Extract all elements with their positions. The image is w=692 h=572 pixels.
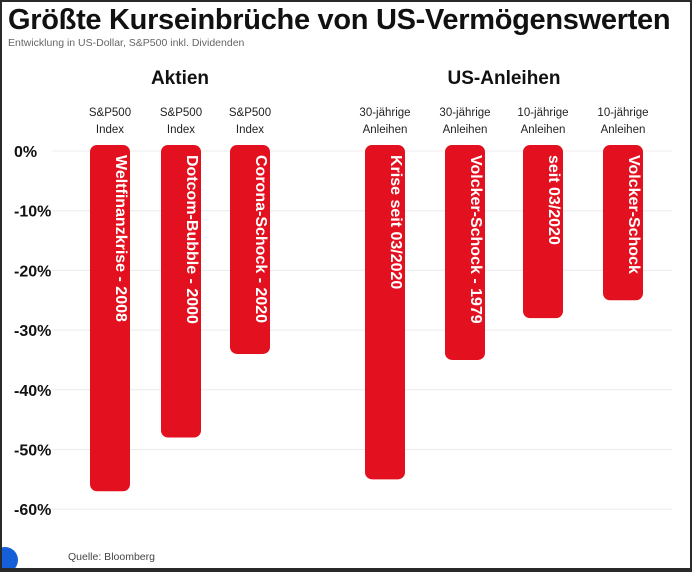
bar bbox=[603, 145, 643, 301]
bar-label: Volcker-Schock - 1979 bbox=[467, 155, 484, 324]
group-label: US-Anleihen bbox=[448, 68, 561, 89]
y-tick-label: -30% bbox=[14, 323, 51, 340]
bar bbox=[90, 145, 130, 492]
bar bbox=[230, 145, 270, 354]
bar bbox=[365, 145, 405, 480]
category-header: 10-jährige bbox=[597, 107, 648, 119]
y-tick-label: -40% bbox=[14, 383, 51, 400]
category-header: Anleihen bbox=[601, 124, 646, 136]
y-tick-label: -20% bbox=[14, 263, 51, 280]
category-header: 30-jährige bbox=[359, 107, 410, 119]
category-header: Index bbox=[236, 124, 264, 136]
category-header: 10-jährige bbox=[517, 107, 568, 119]
bar-label: Krise seit 03/2020 bbox=[387, 155, 404, 289]
category-header: Index bbox=[96, 124, 124, 136]
group-label: Aktien bbox=[151, 68, 209, 89]
category-header: S&P500 bbox=[89, 107, 131, 119]
bar-label: Volcker-Schock bbox=[625, 155, 642, 274]
bar-label: Corona-Schock - 2020 bbox=[252, 155, 269, 323]
y-tick-label: -50% bbox=[14, 443, 51, 460]
bar-label: seit 03/2020 bbox=[545, 155, 562, 245]
category-header: 30-jährige bbox=[439, 107, 490, 119]
bar bbox=[523, 145, 563, 319]
category-header: S&P500 bbox=[160, 107, 202, 119]
chart-title: Größte Kurseinbrüche von US-Vermögenswer… bbox=[8, 4, 671, 36]
y-tick-label: 0% bbox=[14, 144, 37, 161]
bar-label: Dotcom-Bubble - 2000 bbox=[183, 155, 200, 324]
category-header: S&P500 bbox=[229, 107, 271, 119]
category-header: Index bbox=[167, 124, 195, 136]
category-header: Anleihen bbox=[443, 124, 488, 136]
category-header: Anleihen bbox=[363, 124, 408, 136]
y-tick-label: -60% bbox=[14, 502, 51, 519]
chart-subtitle: Entwicklung in US-Dollar, S&P500 inkl. D… bbox=[8, 37, 245, 49]
blue-circle-icon bbox=[2, 547, 18, 568]
category-header: Anleihen bbox=[521, 124, 566, 136]
bar-label: Weltfinanzkrise - 2008 bbox=[112, 155, 129, 322]
source-note: Quelle: Bloomberg bbox=[68, 551, 155, 563]
bar bbox=[161, 145, 201, 438]
bar bbox=[445, 145, 485, 360]
y-tick-label: -10% bbox=[14, 204, 51, 221]
